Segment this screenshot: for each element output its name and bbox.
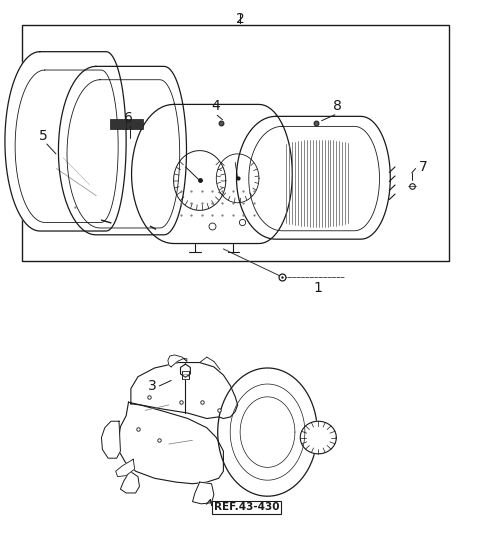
Polygon shape — [5, 52, 126, 231]
Text: 8: 8 — [333, 99, 342, 113]
Text: REF.43-430: REF.43-430 — [214, 502, 279, 512]
Polygon shape — [181, 371, 189, 379]
Polygon shape — [218, 368, 317, 496]
Polygon shape — [300, 421, 336, 454]
Polygon shape — [101, 421, 120, 458]
Polygon shape — [120, 471, 139, 493]
Text: 2: 2 — [236, 12, 244, 26]
Bar — [109, 119, 127, 129]
Polygon shape — [119, 402, 223, 484]
Polygon shape — [180, 364, 191, 377]
Polygon shape — [59, 66, 187, 235]
Polygon shape — [168, 355, 187, 367]
Bar — [126, 119, 143, 129]
Text: 4: 4 — [211, 99, 220, 113]
Text: 5: 5 — [39, 129, 48, 143]
Text: 3: 3 — [148, 379, 157, 393]
Text: 7: 7 — [419, 160, 427, 174]
Polygon shape — [131, 362, 238, 418]
Polygon shape — [116, 460, 135, 477]
Polygon shape — [237, 116, 390, 239]
Text: 1: 1 — [313, 281, 323, 295]
Bar — [22, 25, 449, 261]
Text: 6: 6 — [124, 110, 133, 125]
Polygon shape — [132, 104, 292, 244]
Polygon shape — [192, 482, 214, 504]
